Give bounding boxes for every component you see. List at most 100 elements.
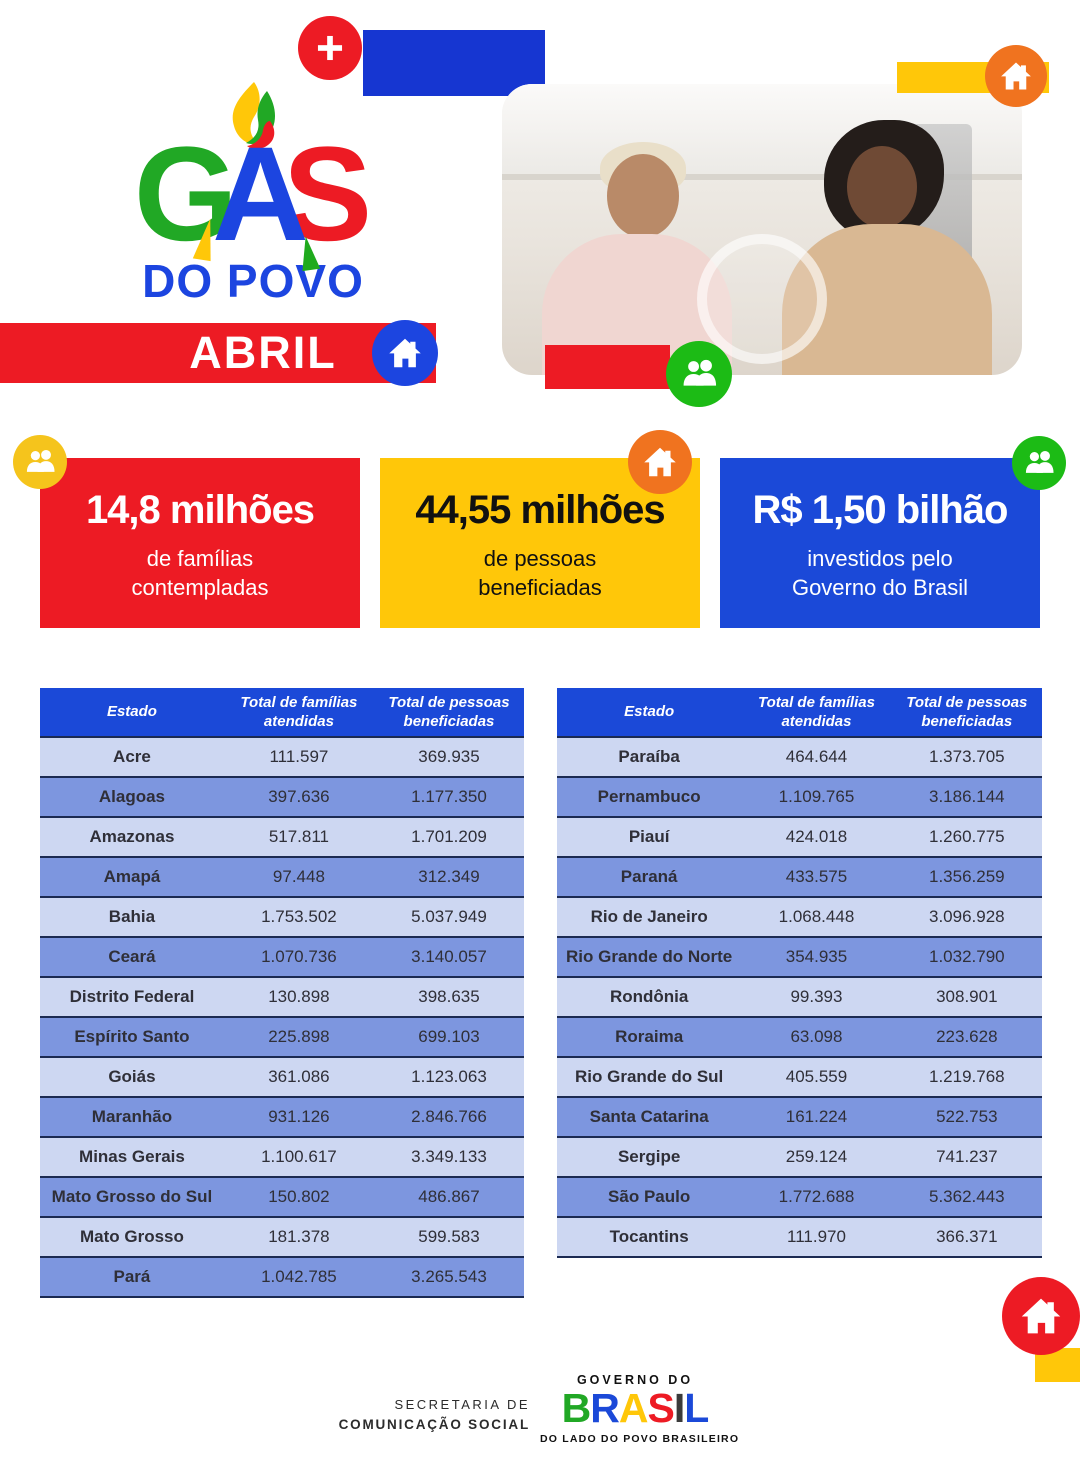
value-cell: 1.260.775 xyxy=(891,816,1042,857)
plus-badge xyxy=(298,16,362,80)
state-cell: Sergipe xyxy=(557,1136,742,1177)
value-cell: 312.349 xyxy=(373,856,524,897)
state-cell: Rio de Janeiro xyxy=(557,896,742,937)
house-icon xyxy=(642,444,678,480)
deco-red-strip xyxy=(545,345,670,389)
table-row: Tocantins 111.970 366.371 xyxy=(557,1216,1042,1258)
value-cell: 366.371 xyxy=(891,1216,1042,1258)
column-header-familias: Total de famílias atendidas xyxy=(741,688,892,737)
people-badge-green xyxy=(666,341,732,407)
value-cell: 369.935 xyxy=(373,736,524,777)
stat-value: R$ 1,50 bilhão xyxy=(752,488,1009,532)
logo-letter-a: A xyxy=(212,120,309,269)
table-row: Acre 111.597 369.935 xyxy=(40,736,524,777)
state-cell: Piauí xyxy=(557,816,742,857)
state-cell: Mato Grosso do Sul xyxy=(40,1176,224,1217)
table-row: Rio Grande do Sul 405.559 1.219.768 xyxy=(557,1056,1042,1097)
state-cell: Acre xyxy=(40,736,224,777)
states-table-left: Estado Total de famílias atendidas Total… xyxy=(40,688,524,1298)
state-cell: Tocantins xyxy=(557,1216,742,1258)
stat-label: de famílias contempladas xyxy=(131,546,269,600)
value-cell: 398.635 xyxy=(373,976,524,1017)
state-cell: Amazonas xyxy=(40,816,224,857)
value-cell: 181.378 xyxy=(223,1216,374,1257)
table-header-row: Estado Total de famílias atendidas Total… xyxy=(557,688,1042,737)
column-header-pessoas: Total de pessoas beneficiadas xyxy=(891,688,1042,737)
table-row: São Paulo 1.772.688 5.362.443 xyxy=(557,1176,1042,1217)
state-cell: Pernambuco xyxy=(557,776,742,817)
value-cell: 3.096.928 xyxy=(891,896,1042,937)
house-badge-orange xyxy=(985,45,1047,107)
value-cell: 3.349.133 xyxy=(373,1136,524,1177)
month-label: ABRIL xyxy=(189,327,337,378)
state-cell: Paraíba xyxy=(557,736,742,777)
stat-label: investidos pelo Governo do Brasil xyxy=(791,546,969,600)
state-cell: Amapá xyxy=(40,856,224,897)
state-cell: Minas Gerais xyxy=(40,1136,224,1177)
value-cell: 699.103 xyxy=(373,1016,524,1057)
value-cell: 1.177.350 xyxy=(373,776,524,817)
table-row: Sergipe 259.124 741.237 xyxy=(557,1136,1042,1177)
value-cell: 150.802 xyxy=(223,1176,374,1217)
value-cell: 3.186.144 xyxy=(891,776,1042,817)
value-cell: 464.644 xyxy=(741,736,892,777)
value-cell: 1.123.063 xyxy=(373,1056,524,1097)
table-row: Piauí 424.018 1.260.775 xyxy=(557,816,1042,857)
state-cell: Pará xyxy=(40,1256,224,1298)
state-cell: Bahia xyxy=(40,896,224,937)
state-cell: Rio Grande do Sul xyxy=(557,1056,742,1097)
states-table-right: Estado Total de famílias atendidas Total… xyxy=(557,688,1042,1258)
stat-value: 44,55 milhões xyxy=(415,488,665,532)
flame-icon xyxy=(232,82,276,149)
table-row: Goiás 361.086 1.123.063 xyxy=(40,1056,524,1097)
table-row: Espírito Santo 225.898 699.103 xyxy=(40,1016,524,1057)
house-badge-orange xyxy=(628,430,692,494)
people-icon xyxy=(1022,446,1056,480)
state-cell: Rio Grande do Norte xyxy=(557,936,742,977)
column-header-pessoas: Total de pessoas beneficiadas xyxy=(373,688,524,737)
secretaria-line2: COMUNICAÇÃO SOCIAL xyxy=(338,1417,530,1432)
value-cell: 741.237 xyxy=(891,1136,1042,1177)
stat-value: 14,8 milhões xyxy=(85,488,315,532)
value-cell: 405.559 xyxy=(741,1056,892,1097)
brasil-letter: S xyxy=(647,1385,675,1431)
photo-person-head xyxy=(607,154,679,238)
value-cell: 1.100.617 xyxy=(223,1136,374,1177)
logo-gas: GAS xyxy=(120,128,386,262)
value-cell: 354.935 xyxy=(741,936,892,977)
brasil-letter: I xyxy=(673,1385,685,1431)
brasil-letter: L xyxy=(684,1385,709,1431)
value-cell: 5.037.949 xyxy=(373,896,524,937)
state-cell: Ceará xyxy=(40,936,224,977)
plus-icon xyxy=(313,31,347,65)
value-cell: 97.448 xyxy=(223,856,374,897)
column-header-estado: Estado xyxy=(40,688,224,737)
brasil-letter: R xyxy=(590,1385,620,1431)
value-cell: 1.701.209 xyxy=(373,816,524,857)
house-icon xyxy=(1019,1294,1063,1338)
state-cell: Santa Catarina xyxy=(557,1096,742,1137)
value-cell: 1.042.785 xyxy=(223,1256,374,1298)
value-cell: 1.356.259 xyxy=(891,856,1042,897)
table-row: Amazonas 517.811 1.701.209 xyxy=(40,816,524,857)
table-row: Amapá 97.448 312.349 xyxy=(40,856,524,897)
state-cell: Distrito Federal xyxy=(40,976,224,1017)
value-cell: 522.753 xyxy=(891,1096,1042,1137)
photo-person-head xyxy=(847,146,917,228)
value-cell: 111.970 xyxy=(741,1216,892,1258)
people-badge-yellow xyxy=(13,435,67,489)
table-row: Roraima 63.098 223.628 xyxy=(557,1016,1042,1057)
table-row: Minas Gerais 1.100.617 3.349.133 xyxy=(40,1136,524,1177)
house-icon xyxy=(999,59,1033,93)
table-row: Mato Grosso do Sul 150.802 486.867 xyxy=(40,1176,524,1217)
state-cell: Paraná xyxy=(557,856,742,897)
column-header-familias: Total de famílias atendidas xyxy=(223,688,374,737)
table-row: Rio Grande do Norte 354.935 1.032.790 xyxy=(557,936,1042,977)
value-cell: 161.224 xyxy=(741,1096,892,1137)
value-cell: 1.753.502 xyxy=(223,896,374,937)
stat-label: de pessoas beneficiadas xyxy=(478,546,602,600)
state-cell: Alagoas xyxy=(40,776,224,817)
value-cell: 424.018 xyxy=(741,816,892,857)
secretaria-line1: SECRETARIA DE xyxy=(394,1397,530,1412)
